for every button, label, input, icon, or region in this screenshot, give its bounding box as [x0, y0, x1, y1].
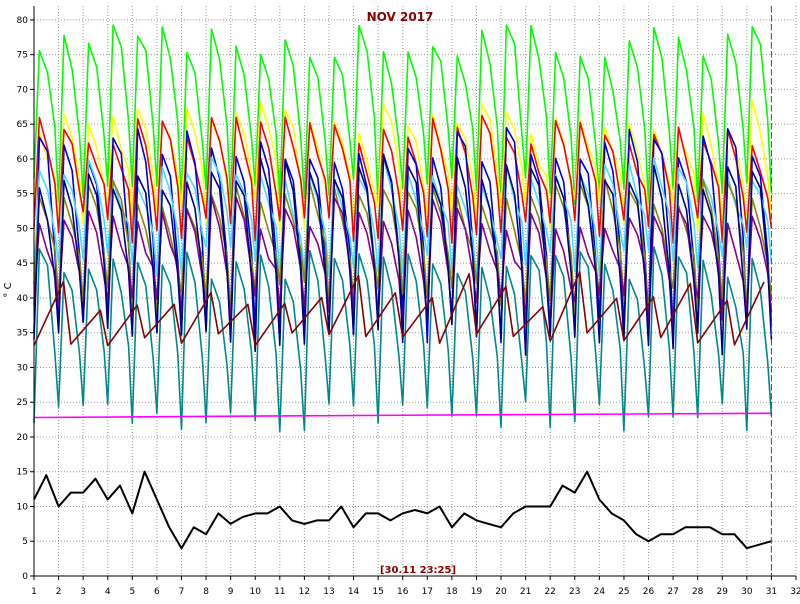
x-tick-label: 26 — [643, 587, 655, 597]
x-tick-label: 19 — [471, 587, 483, 597]
x-tick-label: 2 — [56, 587, 62, 597]
series-line — [33, 271, 765, 347]
x-tick-label: 20 — [495, 587, 507, 597]
y-tick-label: 35 — [17, 329, 28, 339]
y-tick-label: 20 — [17, 433, 29, 443]
x-tick-label: 29 — [717, 587, 729, 597]
series-line — [33, 24, 773, 208]
x-tick-label: 4 — [105, 587, 111, 597]
cursor-label: [30.11 23:25] — [380, 565, 456, 576]
y-tick-label: 15 — [17, 468, 28, 478]
series-line — [33, 246, 773, 433]
x-tick-label: 16 — [397, 587, 409, 597]
series-line — [33, 470, 772, 550]
series-line — [33, 114, 773, 244]
x-tick-label: 13 — [323, 587, 334, 597]
x-tick-label: 21 — [520, 587, 531, 597]
x-tick-label: 31 — [766, 587, 777, 597]
series-layer — [33, 24, 773, 550]
y-tick-label: 60 — [17, 155, 29, 165]
chart-title: NOV 2017 — [367, 10, 434, 24]
x-tick-label: 22 — [544, 587, 555, 597]
x-tick-label: 9 — [228, 587, 234, 597]
x-tick-label: 10 — [249, 587, 261, 597]
series-line — [33, 155, 773, 356]
y-tick-label: 75 — [17, 51, 28, 61]
y-tick-label: 80 — [17, 16, 29, 26]
x-tick-label: 27 — [667, 587, 678, 597]
y-tick-label: 45 — [17, 259, 28, 269]
x-tick-label: 24 — [594, 587, 606, 597]
y-tick-label: 10 — [17, 502, 29, 512]
x-tick-label: 18 — [446, 587, 458, 597]
y-tick-label: 65 — [17, 120, 28, 130]
x-tick-label: 25 — [618, 587, 629, 597]
y-tick-label: 0 — [22, 572, 28, 582]
x-tick-label: 23 — [569, 587, 580, 597]
y-tick-label: 5 — [22, 537, 28, 547]
x-tick-label: 12 — [299, 587, 310, 597]
x-tick-label: 7 — [179, 587, 185, 597]
y-tick-label: 50 — [17, 224, 29, 234]
series-line — [33, 412, 772, 419]
x-tick-label: 28 — [692, 587, 704, 597]
x-tick-label: 8 — [203, 587, 209, 597]
y-tick-label: 40 — [17, 294, 29, 304]
axes: 1 2 3 4 5 6 7 8 9 10 11 12 13 14 15 16 17 18 19 20 21 22 23 24 2… — [17, 6, 800, 597]
x-tick-label: 5 — [129, 587, 135, 597]
y-axis-label: ° C — [3, 282, 14, 297]
x-tick-label: 1 — [31, 587, 37, 597]
x-tick-label: 6 — [154, 587, 160, 597]
x-tick-label: 30 — [741, 587, 753, 597]
y-tick-label: 25 — [17, 398, 28, 408]
x-tick-label: 3 — [80, 587, 86, 597]
y-tick-label: 70 — [17, 85, 29, 95]
y-tick-label: 55 — [17, 190, 28, 200]
x-tick-label: 32 — [790, 587, 800, 597]
x-tick-label: 14 — [348, 587, 360, 597]
x-tick-label: 17 — [422, 587, 433, 597]
series-line — [33, 156, 773, 280]
x-tick-label: 15 — [372, 587, 383, 597]
x-tick-label: 11 — [274, 587, 285, 597]
y-tick-label: 30 — [17, 363, 29, 373]
